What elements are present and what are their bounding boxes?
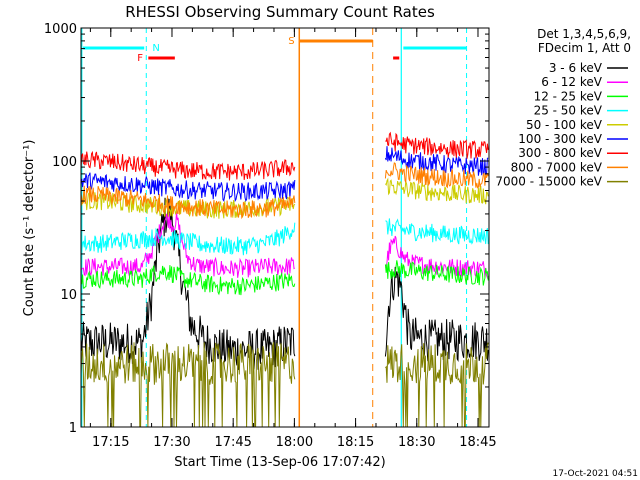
series-line-6-part-2 [384,146,489,176]
y-tick-label: 10 [60,288,77,303]
plot-timestamp: 17-Oct-2021 04:51 [553,469,638,479]
series-line-8-part-1 [80,185,296,220]
series-line-6-part-1 [80,172,296,203]
legend-label-8: 800 - 7000 keV [511,160,603,174]
legend-label-2: 6 - 12 keV [541,75,603,89]
series-lines [80,131,489,428]
legend-label-4: 25 - 50 keV [534,104,603,118]
series-line-9-part-2 [385,342,489,428]
legend-label-6: 100 - 300 keV [518,132,602,146]
flag-f: F [137,53,143,64]
x-tick-label: 17:30 [153,435,190,450]
x-tick-label: 18:30 [398,435,435,450]
x-tick-label: 18:15 [337,435,374,450]
chart-title: RHESSI Observing Summary Count Rates [125,3,435,21]
flag-s: S [288,36,294,47]
y-tick-label: 100 [52,155,77,170]
x-tick-label: 17:15 [92,435,129,450]
legend-label-9: 7000 - 15000 keV [495,175,602,189]
series-line-2-part-1 [80,211,296,278]
series-line-9-part-1 [80,342,296,428]
series-line-3-part-2 [384,260,489,286]
x-tick-label: 18:45 [459,435,496,450]
x-tick-label: 18:00 [276,435,313,450]
legend-label-1: 3 - 6 keV [549,61,603,75]
series-line-7-part-1 [80,150,296,181]
legend-label-5: 50 - 100 keV [526,118,603,132]
series-line-7-part-2 [385,131,489,159]
series-line-3-part-1 [80,265,296,296]
y-tick-label: 1000 [44,22,77,37]
legend-header-line-1: Det 1,3,4,5,6,9, [537,27,631,41]
legend-header-line-2: FDecim 1, Att 0 [538,41,631,55]
x-axis-label: Start Time (13-Sep-06 17:07:42) [174,455,385,470]
x-tick-label: 17:45 [214,435,251,450]
series-line-4-part-1 [80,222,296,256]
y-tick-label: 1 [69,421,77,436]
series-line-5-part-2 [384,177,489,205]
legend-label-7: 300 - 800 keV [518,146,602,160]
series-line-8-part-2 [384,162,489,189]
series-line-4-part-2 [385,218,489,245]
series-line-1-part-1 [80,197,296,370]
plot-frame [80,27,490,428]
axis-ticks: 1 10 100 1000 17:15 17:30 17:45 18:00 18:15 18:30… [44,22,497,450]
flag-n: N [152,43,159,54]
legend-label-3: 12 - 25 keV [534,89,603,103]
event-markers: NF S [81,28,468,427]
y-axis-label: Count Rate (s⁻¹ detector⁻¹) [22,140,37,317]
